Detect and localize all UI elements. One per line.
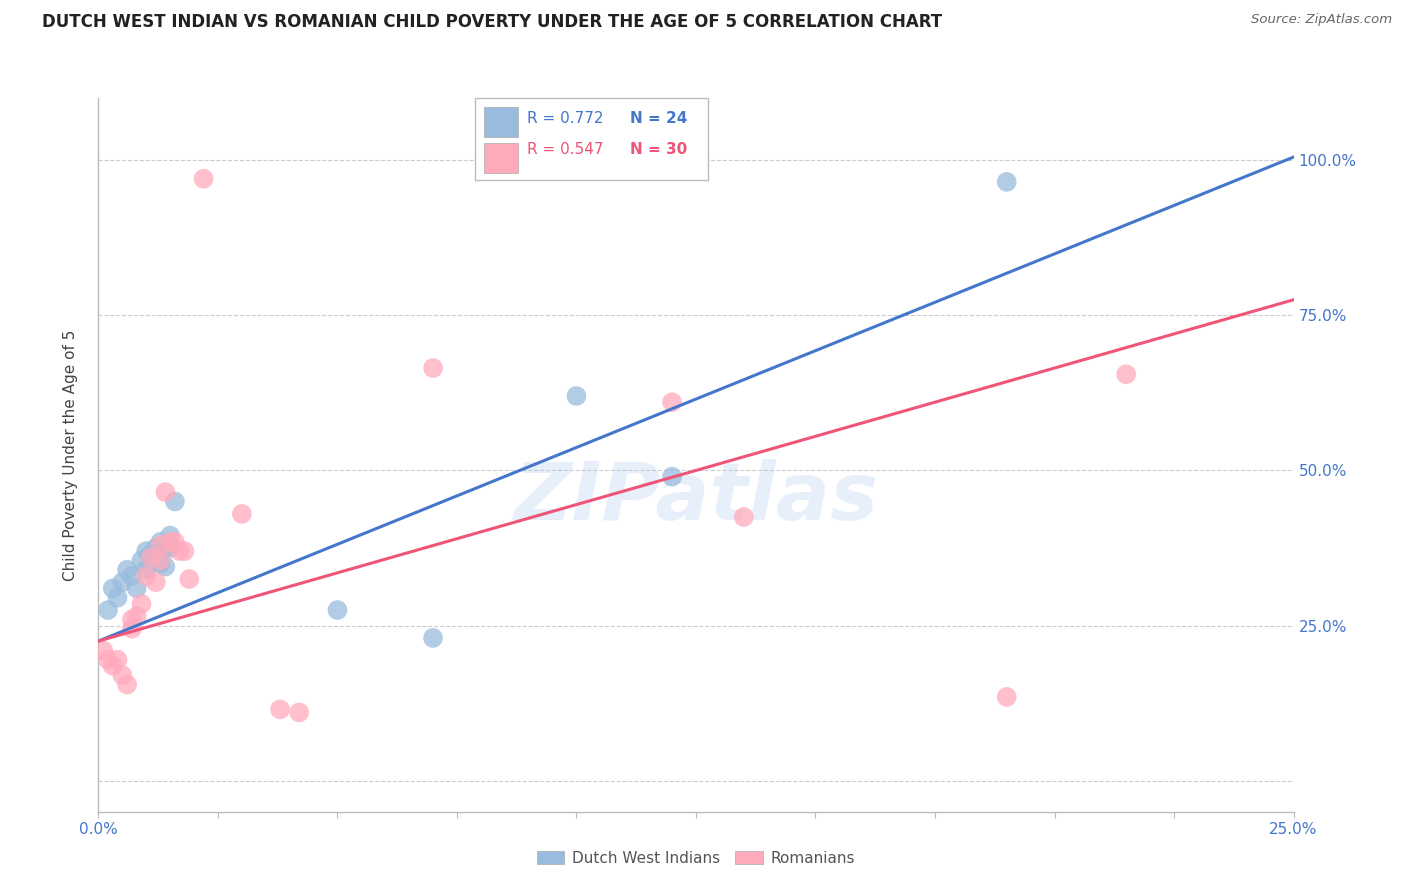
- Point: [149, 534, 172, 549]
- Point: [115, 677, 138, 691]
- Point: [288, 706, 311, 720]
- Point: [179, 572, 201, 586]
- Point: [145, 575, 167, 590]
- Point: [661, 395, 683, 409]
- Point: [91, 643, 114, 657]
- Point: [149, 538, 172, 552]
- Point: [131, 597, 153, 611]
- Point: [121, 622, 143, 636]
- Point: [149, 557, 172, 571]
- Point: [163, 494, 186, 508]
- Point: [565, 389, 588, 403]
- Point: [107, 653, 129, 667]
- Point: [995, 690, 1018, 704]
- Point: [135, 569, 157, 583]
- Point: [159, 528, 181, 542]
- FancyBboxPatch shape: [485, 107, 517, 137]
- Point: [135, 544, 157, 558]
- Text: R = 0.772: R = 0.772: [527, 111, 605, 126]
- Point: [155, 541, 177, 555]
- Point: [1115, 368, 1137, 382]
- Point: [121, 569, 143, 583]
- Point: [193, 171, 215, 186]
- Point: [97, 653, 120, 667]
- FancyBboxPatch shape: [475, 98, 709, 180]
- Point: [155, 559, 177, 574]
- Text: N = 30: N = 30: [630, 143, 688, 157]
- Point: [131, 553, 153, 567]
- Text: DUTCH WEST INDIAN VS ROMANIAN CHILD POVERTY UNDER THE AGE OF 5 CORRELATION CHART: DUTCH WEST INDIAN VS ROMANIAN CHILD POVE…: [42, 13, 942, 31]
- Point: [145, 541, 167, 555]
- Point: [97, 603, 120, 617]
- Point: [173, 544, 195, 558]
- Point: [115, 563, 138, 577]
- Point: [149, 553, 172, 567]
- Text: N = 24: N = 24: [630, 111, 688, 126]
- Point: [121, 612, 143, 626]
- Point: [125, 609, 148, 624]
- Point: [422, 361, 444, 376]
- Point: [125, 582, 148, 596]
- Point: [159, 534, 181, 549]
- Text: Source: ZipAtlas.com: Source: ZipAtlas.com: [1251, 13, 1392, 27]
- Point: [107, 591, 129, 605]
- Point: [995, 175, 1018, 189]
- Point: [101, 659, 124, 673]
- Point: [159, 541, 181, 555]
- Point: [661, 469, 683, 483]
- Point: [155, 485, 177, 500]
- Point: [269, 702, 291, 716]
- Point: [422, 631, 444, 645]
- Text: ZIPatlas: ZIPatlas: [513, 458, 879, 537]
- Point: [139, 550, 162, 565]
- Y-axis label: Child Poverty Under the Age of 5: Child Poverty Under the Age of 5: [63, 329, 77, 581]
- Point: [135, 563, 157, 577]
- Legend: Dutch West Indians, Romanians: Dutch West Indians, Romanians: [531, 845, 860, 871]
- Point: [111, 575, 134, 590]
- Point: [111, 668, 134, 682]
- Point: [733, 510, 755, 524]
- FancyBboxPatch shape: [485, 143, 517, 173]
- Text: R = 0.547: R = 0.547: [527, 143, 605, 157]
- Point: [231, 507, 253, 521]
- Point: [169, 544, 191, 558]
- Point: [326, 603, 349, 617]
- Point: [163, 534, 186, 549]
- Point: [101, 582, 124, 596]
- Point: [139, 547, 162, 561]
